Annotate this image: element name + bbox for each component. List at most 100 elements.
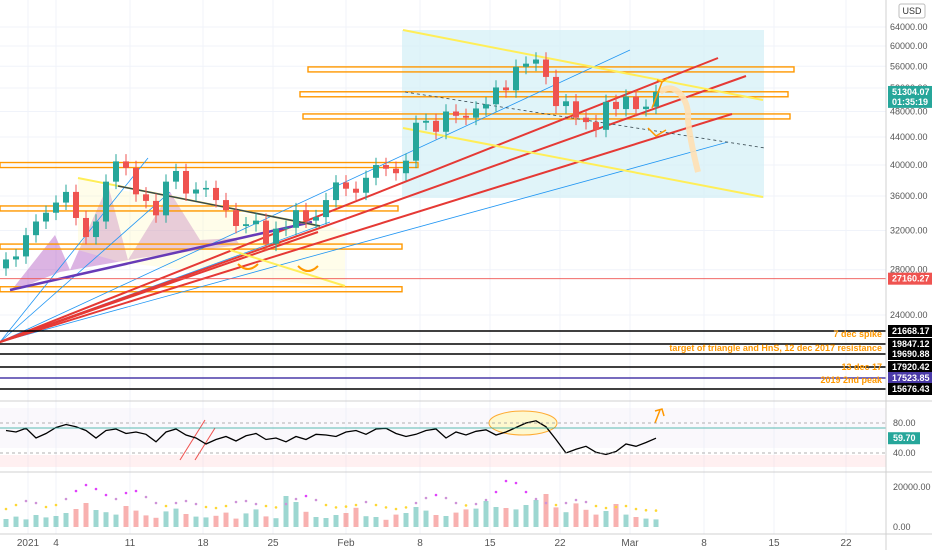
candle-body [273,228,279,244]
volume-bar [353,507,359,527]
candle-body [173,170,179,182]
candle-body [423,120,429,123]
volume-bar [153,517,159,527]
price-tag-label: 15676.43 [892,384,930,394]
volume-ma-point [64,497,68,501]
rsi-line [5,420,657,456]
candle-body [213,187,219,201]
volume-pane[interactable] [3,479,659,527]
price-tag-box [888,348,932,360]
candle-body [113,161,119,182]
candle-body [13,256,19,260]
volume-axis: 20000.00 0.00 [893,482,931,532]
level-band [0,161,419,169]
volume-bar [13,516,19,527]
candle-body [493,87,499,105]
volume-bar [143,515,149,527]
volume-bar [513,509,519,527]
volume-tick-label: 0.00 [893,522,911,532]
time-axis[interactable]: 2021 4 11 18 25 Feb 8 15 22 Mar 8 15 22 [17,538,852,549]
currency-badge[interactable]: USD [898,3,926,19]
up-arrow-icon [651,77,669,109]
level-band [307,66,795,73]
candle-body [503,87,509,91]
volume-bar [453,512,459,527]
price-tag-box [888,338,932,350]
price-tag-box [888,272,932,285]
volume-bar [543,494,549,527]
price-pane[interactable]: 7 dec spike target of triangle and HnS, 1… [0,29,886,390]
volume-bar [323,518,329,527]
volume-ma-point [344,505,348,508]
level-band [302,113,791,120]
candle-body [373,165,379,178]
price-tag-label: 27160.27 [892,274,930,284]
rsi-pane[interactable] [0,408,886,467]
volume-bar [173,508,179,527]
time-tick-label: 4 [53,538,59,549]
level-annotation: target of triangle and HnS, 12 dec 2017 … [669,343,882,353]
price-tick-label: 36000.00 [890,191,928,201]
candle-body [593,122,599,130]
volume-ma-point [424,496,428,500]
price-tag-box [888,325,932,337]
volume-ma-point [554,503,558,507]
volume-bar [63,513,69,527]
volume-bar [133,510,139,527]
grid-lines [0,0,886,534]
candle-body [433,120,439,132]
price-tick-label: 32000.00 [890,226,928,236]
volume-ma-point [514,481,518,485]
currency-label: USD [902,6,922,16]
volume-ma-point [284,502,288,506]
price-tick-label: 60000.00 [890,41,928,51]
volume-ma-point [444,496,448,500]
volume-ma-point [414,501,418,505]
level-band [299,91,789,98]
price-tick-label: 40000.00 [890,160,928,170]
volume-bar [53,516,59,527]
bottom-marker-1 [237,263,259,270]
volume-ma-point [244,499,248,503]
price-tag-box [888,85,932,98]
volume-ma-point [454,501,458,505]
time-tick-label: Feb [337,538,355,549]
volume-ma-point [604,506,608,510]
candle-body [573,101,579,118]
candle-body [303,210,309,221]
rsi-axis: 80.00 40.00 59.70 [888,418,920,458]
volume-ma-point [34,501,38,505]
volume-bar [483,501,489,527]
candle-body [383,165,389,169]
volume-ma-point [494,490,498,494]
down-arrow-icon [647,127,667,137]
time-tick-label: 22 [840,538,852,549]
candle-body [203,187,209,190]
support-resistance-levels [0,66,795,293]
candle-body [533,59,539,64]
volume-ma-point [84,483,88,487]
volume-ma-point [484,498,488,502]
candle-body [73,191,79,218]
candle-body [483,104,489,109]
candle-body [603,101,609,130]
candle-body [23,235,29,257]
candle-body [103,181,109,222]
candle-body [33,221,39,236]
price-tag-box [888,383,932,395]
volume-ma-point [464,504,468,507]
price-tag-label: 19690.88 [892,349,930,359]
volume-bar [203,517,209,527]
volume-ma-point [634,507,638,511]
candle-body [453,111,459,116]
volume-bar [43,517,49,527]
level-annotation: 13 dec 17 [841,362,882,372]
candle-body [323,200,329,218]
candle-body [623,96,629,110]
volume-ma-point [394,507,398,511]
volume-bar [373,517,379,527]
candle-body [553,76,559,107]
volume-ma-point [504,479,508,483]
